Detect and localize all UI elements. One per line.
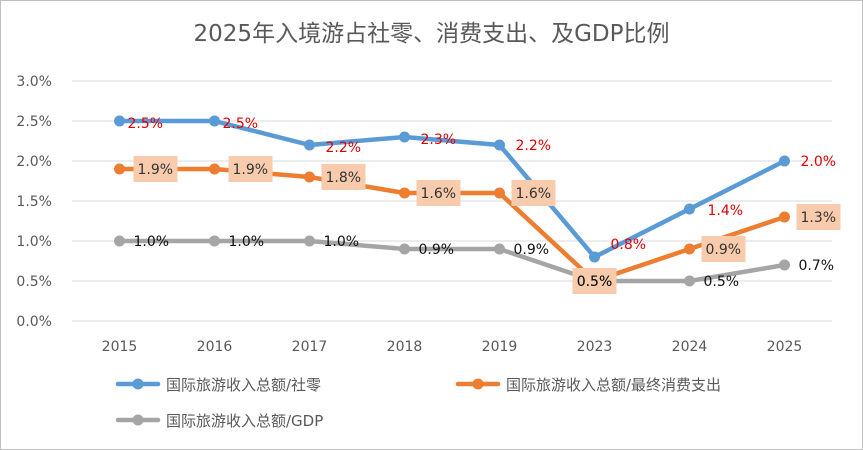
data-label-box (511, 180, 556, 206)
y-tick-label: 0.5% (16, 274, 52, 290)
x-tick-label: 2015 (102, 339, 138, 355)
data-point (494, 139, 505, 151)
data-point (494, 243, 505, 255)
data-point (209, 235, 220, 247)
data-label-box (416, 180, 461, 206)
legend-marker (132, 414, 144, 426)
data-label: 1.0% (134, 234, 170, 250)
data-label: 1.9% (233, 162, 269, 178)
series-line-3 (117, 238, 787, 284)
y-tick-label: 2.5% (16, 114, 52, 130)
data-label: 0.8% (611, 237, 647, 253)
data-point (114, 115, 125, 127)
data-label: 0.5% (704, 274, 740, 290)
series-line-1 (117, 118, 787, 260)
chart-title: 2025年入境游占社零、消费支出、及GDP比例 (193, 21, 670, 47)
data-point (399, 187, 410, 199)
data-label: 2.0% (801, 154, 837, 170)
data-point (684, 243, 695, 255)
data-point (304, 171, 315, 183)
data-point (114, 163, 125, 175)
data-point (399, 131, 410, 143)
y-tick-label: 0.0% (16, 314, 52, 330)
data-point (589, 251, 600, 263)
y-tick-label: 3.0% (16, 74, 52, 90)
data-label: 2.5% (128, 116, 164, 132)
data-label: 1.0% (324, 234, 360, 250)
data-label: 2.2% (516, 138, 552, 154)
data-point (399, 243, 410, 255)
data-label: 0.5% (577, 274, 613, 290)
data-label-box (228, 156, 273, 182)
data-label: 2.2% (326, 140, 362, 156)
data-label: 0.7% (799, 258, 835, 274)
legend-marker (132, 378, 144, 390)
legend-marker (472, 378, 484, 390)
x-tick-label: 2018 (387, 339, 423, 355)
data-point (684, 203, 695, 215)
data-point (304, 235, 315, 247)
data-label: 0.9% (419, 242, 455, 258)
data-point (684, 275, 695, 287)
data-label: 1.8% (326, 170, 362, 186)
data-label: 0.9% (706, 242, 742, 258)
data-label: 1.4% (708, 203, 744, 219)
data-label: 1.6% (516, 186, 552, 202)
data-point (209, 115, 220, 127)
x-tick-label: 2019 (482, 339, 518, 355)
data-label-box (796, 204, 841, 230)
data-label-box (133, 156, 178, 182)
x-tick-label: 2024 (672, 339, 708, 355)
x-tick-label: 2025 (767, 339, 803, 355)
data-label: 0.9% (514, 242, 550, 258)
legend-label-3: 国际旅游收入总额/GDP (166, 412, 323, 430)
y-tick-label: 1.0% (16, 234, 52, 250)
x-tick-label: 2023 (577, 339, 613, 355)
data-label-box (701, 236, 746, 262)
legend-label-1: 国际旅游收入总额/社零 (166, 376, 321, 394)
legend-label-2: 国际旅游收入总额/最终消费支出 (506, 376, 721, 394)
x-tick-label: 2017 (292, 339, 328, 355)
data-label: 2.5% (223, 116, 259, 132)
data-label: 2.3% (421, 132, 457, 148)
data-point (779, 211, 790, 223)
data-label: 0.5% (577, 274, 613, 290)
x-tick-label: 2016 (197, 339, 233, 355)
y-tick-label: 2.0% (16, 154, 52, 170)
data-label-box (572, 268, 617, 294)
data-label: 1.6% (421, 186, 457, 202)
data-point (209, 163, 220, 175)
data-label: 1.9% (138, 162, 174, 178)
data-point (114, 235, 125, 247)
data-point (779, 155, 790, 167)
y-tick-label: 1.5% (16, 194, 52, 210)
data-point (779, 259, 790, 271)
data-label: 1.3% (801, 210, 837, 226)
data-point (304, 139, 315, 151)
data-point (494, 187, 505, 199)
data-label-box (321, 164, 366, 190)
data-label: 1.0% (229, 234, 265, 250)
